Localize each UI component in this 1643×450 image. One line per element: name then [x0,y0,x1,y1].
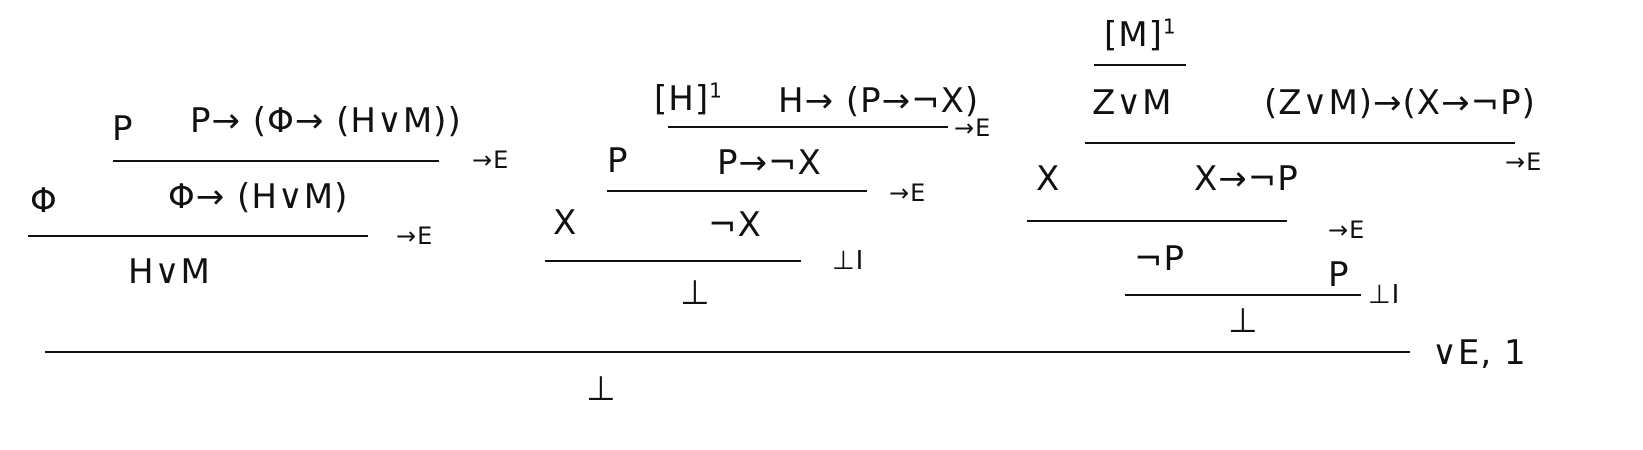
inference-line-final [45,351,1410,353]
inference-line-right-0 [1094,64,1186,66]
inference-line-right-1 [1085,142,1515,144]
rule-label-final: ∨E, 1 [1432,333,1527,373]
derived-not-p: ¬P [1134,239,1185,279]
rule-label-middle-1: →E [954,114,992,142]
premise-x-middle: X [553,203,578,243]
derived-p-implies-not-x: P→¬X [717,143,822,183]
rule-label-middle-2: →E [889,179,927,207]
inference-line-middle-1 [668,126,948,128]
derived-x-implies-not-p: X→¬P [1194,159,1299,199]
assumption-m: [M]1 [1104,14,1177,55]
final-conclusion-bottom: ⊥ [586,369,617,409]
rule-label-left-1: →E [472,146,510,174]
derived-phi-implication: Φ→ (H∨M) [168,177,349,217]
inference-line-left-1 [113,160,439,162]
premise-h-implication: H→ (P→¬X) [778,81,980,121]
inference-line-right-2 [1027,220,1287,222]
rule-label-right-1: →E [1505,148,1543,176]
rule-label-left-2: →E [396,222,434,250]
derived-p-right: P [1328,255,1350,295]
premise-p-middle: P [607,141,629,181]
assumption-h: [H]1 [654,78,723,119]
derived-z-or-m: Z∨M [1092,83,1173,123]
derived-not-x: ¬X [708,205,762,245]
inference-line-middle-2 [607,190,867,192]
inference-line-right-3 [1125,294,1361,296]
rule-label-right-3: ⊥I [1368,280,1401,310]
premise-zm-implication: (Z∨M)→(X→¬P) [1264,83,1536,123]
premise-p-implication: P→ (Φ→ (H∨M)) [190,101,462,141]
premise-phi: Φ [30,181,58,221]
inference-line-left-2 [28,235,368,237]
derived-bottom-right: ⊥ [1228,301,1259,341]
premise-p-left: P [112,109,134,149]
inference-line-middle-3 [545,260,801,262]
premise-x-right: X [1036,159,1061,199]
rule-label-middle-3: ⊥I [832,246,865,276]
derived-bottom-middle: ⊥ [680,273,711,313]
rule-label-right-2: →E [1328,216,1366,244]
derived-h-or-m: H∨M [128,252,211,292]
